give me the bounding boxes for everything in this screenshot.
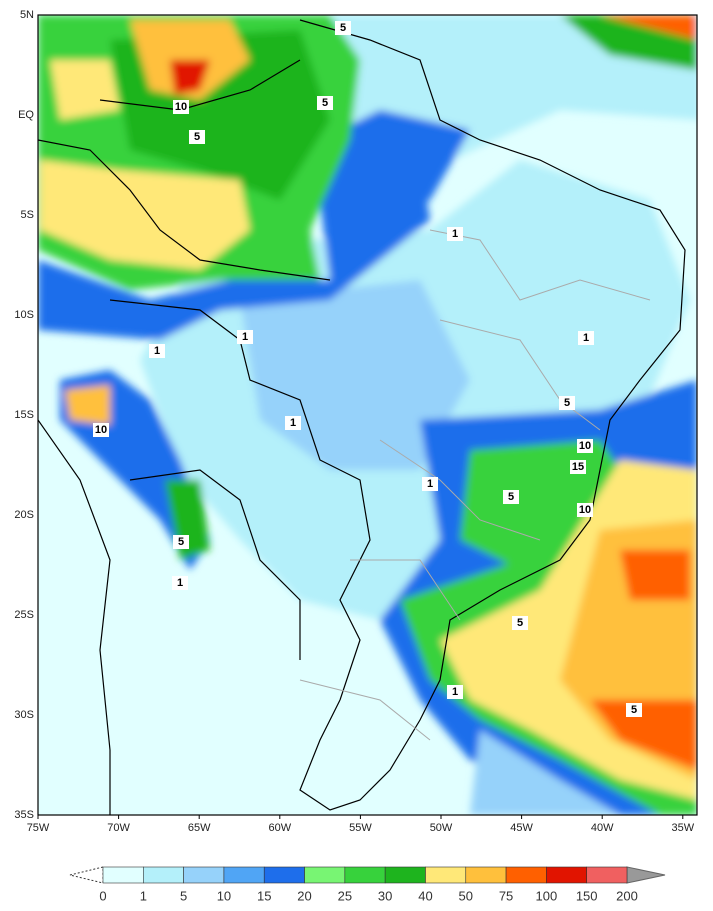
contour-label-bg [285,416,301,430]
contour-label-bg [447,227,463,241]
colorbar-label: 5 [180,888,187,903]
colorbar-label: 40 [418,888,432,903]
contour-label-bg [189,130,205,144]
colorbar-box [344,866,386,884]
colorbar-box [546,866,587,884]
contour-label-bg [172,576,188,590]
colorbar-label: 150 [576,888,598,903]
colorbar: 0 1 5 10 15 20 25 30 40 50 75 100 150 200 [69,866,666,903]
lon-label: 50W [430,822,453,834]
contour-label: 15 [572,461,584,473]
contour-label: 1 [177,577,183,589]
colorbar-label: 15 [257,888,271,903]
lat-label: 5N [20,9,34,21]
colorbar-box [586,866,628,884]
lat-label: 35S [14,809,34,821]
contour-label: 1 [154,345,160,357]
lon-label: 60W [268,822,291,834]
contour-label-bg [578,331,594,345]
lat-label: 10S [14,309,34,321]
contour-label-bg [93,423,109,437]
contour-label: 5 [631,704,637,716]
contour-label: 1 [290,417,296,429]
colorbar-label: 50 [459,888,473,903]
colorbar-box [384,866,426,884]
colorbar-label: 75 [499,888,513,903]
contour-label: 1 [452,228,458,240]
contour-label-bg [237,330,253,344]
lon-label: 70W [107,822,130,834]
contour-label: 1 [452,686,458,698]
lon-label: 40W [591,822,614,834]
contour-label-bg [335,21,351,35]
lon-label: 65W [188,822,211,834]
borders [38,19,686,815]
colorbar-under [69,866,104,884]
lat-label: 5S [21,209,34,221]
contour-label-bg [512,616,528,630]
colorbar-box [465,866,507,884]
contour-label-bg [559,396,575,410]
contour-label: 5 [322,97,328,109]
precip-field [38,15,697,815]
contour-label: 1 [427,478,433,490]
contour-label-bg [173,535,189,549]
contour-label: 5 [178,536,184,548]
contour-label-bg [447,685,463,699]
colorbar-label: 25 [338,888,352,903]
contour-label: 10 [175,101,187,113]
lat-label: 15S [14,409,34,421]
contour-label-bg [577,503,593,517]
contour-label-bg [503,490,519,504]
colorbar-label: 100 [536,888,558,903]
colorbar-box [143,866,184,884]
lon-label: 35W [671,822,694,834]
contour-label: 1 [583,332,589,344]
lon-label: 45W [510,822,533,834]
colorbar-over [626,866,666,884]
colorbar-box [102,866,144,884]
colorbar-box [304,866,346,884]
colorbar-label: 200 [616,888,638,903]
colorbar-label: 1 [140,888,147,903]
colorbar-label: 10 [217,888,231,903]
colorbar-box [183,866,225,884]
colorbar-box [425,866,467,884]
contour-label: 5 [564,397,570,409]
contour-label-bg [626,703,642,717]
contour-label: 5 [517,617,523,629]
lat-label: 30S [14,709,34,721]
colorbar-label: 0 [99,888,106,903]
contour-label-bg [149,344,165,358]
contour-label: 5 [194,131,200,143]
contour-label: 10 [579,504,591,516]
map-frame [37,14,698,816]
contour-label-bg [570,460,586,474]
contour-label-bg [577,439,593,453]
contour-label-bg [422,477,438,491]
colorbar-label: 20 [297,888,311,903]
lon-label: 55W [349,822,372,834]
contour-label-bg [317,96,333,110]
colorbar-label: 30 [378,888,392,903]
state-borders [299,229,651,741]
contour-label: 5 [508,491,514,503]
contour-label: 10 [579,440,591,452]
lat-label: 25S [14,609,34,621]
contour-label-bg [173,100,189,114]
colorbar-box [223,866,265,884]
lon-label: 75W [27,822,50,834]
colorbar-box [505,866,547,884]
lat-label: EQ [18,109,34,121]
contour-label: 1 [242,331,248,343]
lat-label: 20S [14,509,34,521]
labels: 75W 70W 65W 60W 55W 50W 45W 40W 35W 5N EQ 5S 10S 15S 2… [14,9,694,834]
colorbar-box [263,866,305,884]
contour-label: 10 [95,424,107,436]
contour-label: 5 [340,22,346,34]
